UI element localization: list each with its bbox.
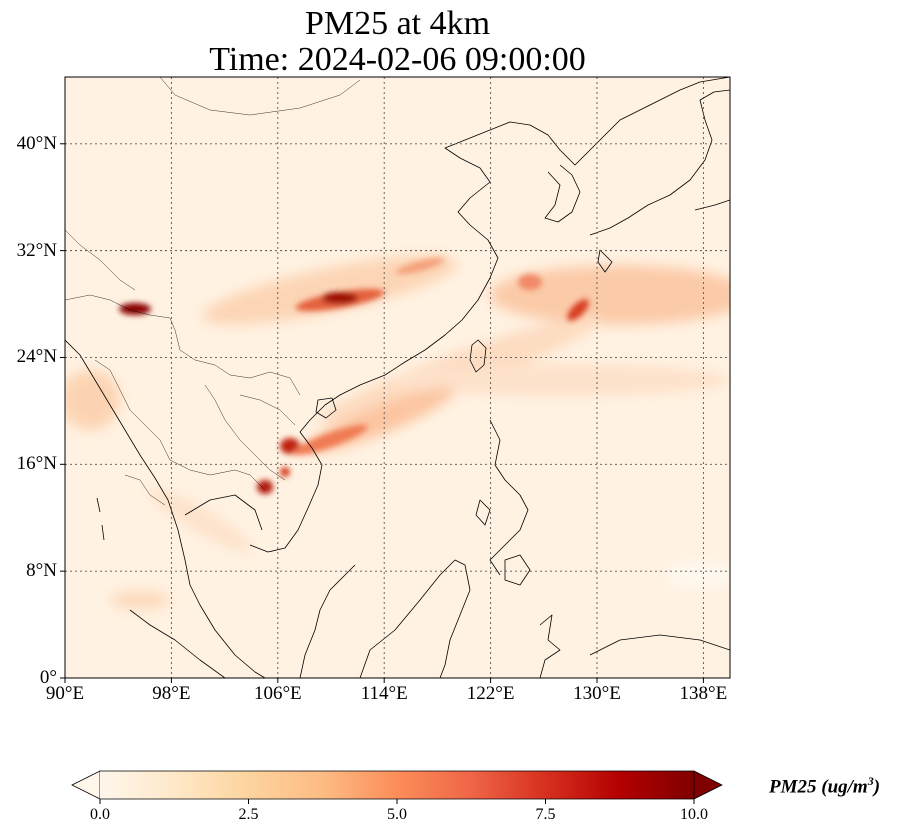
- lat-tick-label: 8°N: [26, 560, 57, 582]
- colorbar-tick-label: 7.5: [535, 806, 556, 823]
- gridlines: [65, 77, 730, 678]
- lat-tick-label: 40°N: [16, 132, 57, 154]
- colorbar-label-superscript: 3: [867, 774, 874, 788]
- lon-tick-label: 130°E: [573, 683, 621, 704]
- colorbar-tick-label: 10.0: [680, 806, 708, 823]
- lat-tick-label: 16°N: [16, 453, 57, 475]
- map-title: PM25 at 4km: [304, 5, 491, 42]
- colorbar-label: PM25 (ug/m3): [769, 774, 880, 798]
- colorbar-tick-label: 5.0: [387, 806, 407, 823]
- lon-tick-label: 106°E: [253, 683, 302, 704]
- lon-tick-label: 122°E: [466, 683, 515, 704]
- lon-tick-label: 138°E: [679, 683, 728, 704]
- colorbar: [71, 770, 723, 804]
- colorbar-tick-label: 2.5: [238, 806, 259, 823]
- colorbar-extend-max: [693, 770, 723, 800]
- pm25-field: [65, 77, 730, 678]
- colorbar-label-prefix: PM25 (ug/m: [769, 776, 868, 798]
- axis-ticks: [60, 143, 704, 683]
- lat-tick-label: 32°N: [16, 239, 57, 261]
- colorbar-extend-min: [71, 770, 101, 800]
- lon-tick-label: 98°E: [152, 683, 191, 704]
- lon-tick-label: 90°E: [45, 683, 85, 704]
- map-timestamp: Time: 2024-02-06 09:00:00: [209, 41, 586, 78]
- lat-tick-label: 0°: [39, 667, 57, 688]
- colorbar-label-suffix: ): [873, 776, 881, 798]
- lon-tick-label: 114°E: [360, 683, 408, 704]
- colorbar-gradient: [100, 771, 694, 799]
- map-frame: [64, 76, 731, 679]
- colorbar-tick-label: 0.0: [90, 806, 110, 823]
- lat-tick-label: 24°N: [16, 346, 57, 368]
